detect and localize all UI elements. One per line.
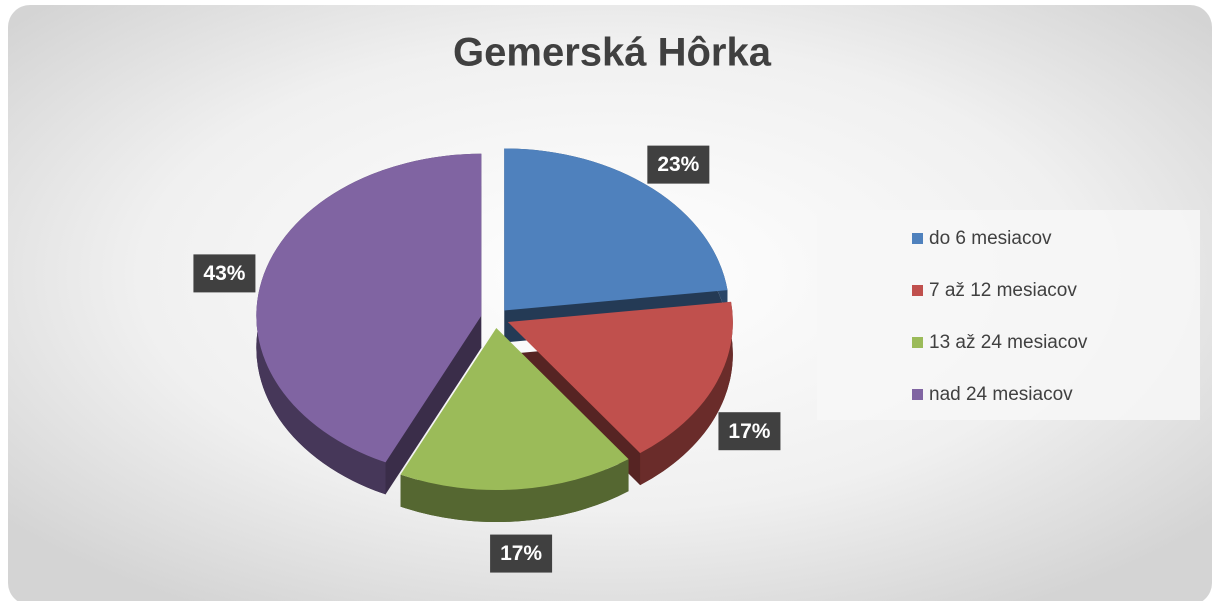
slice — [256, 153, 482, 463]
legend-label: do 6 mesiacov — [929, 228, 1052, 249]
slice — [504, 148, 728, 311]
slice-rim — [400, 459, 629, 523]
slice — [400, 328, 629, 491]
data-label: 17% — [500, 542, 542, 565]
slice-rim — [640, 301, 733, 486]
data-label-box — [718, 412, 781, 451]
data-label-box — [193, 254, 256, 293]
legend-box — [817, 210, 1200, 420]
chart-title: Gemerská Hôrka — [453, 31, 772, 75]
legend-label: 7 až 12 mesiacov — [929, 280, 1077, 301]
legend-swatch — [912, 233, 923, 244]
data-label: 23% — [657, 153, 699, 176]
data-label-box — [647, 145, 710, 184]
data-label: 43% — [203, 262, 245, 285]
legend-swatch — [912, 389, 923, 400]
slice — [507, 301, 733, 454]
legend-label: 13 až 24 mesiacov — [929, 332, 1088, 353]
legend-swatch — [912, 285, 923, 296]
legend-label: nad 24 mesiacov — [929, 384, 1073, 405]
legend-swatch — [912, 337, 923, 348]
data-label-box — [490, 534, 553, 573]
data-label: 17% — [728, 420, 770, 443]
